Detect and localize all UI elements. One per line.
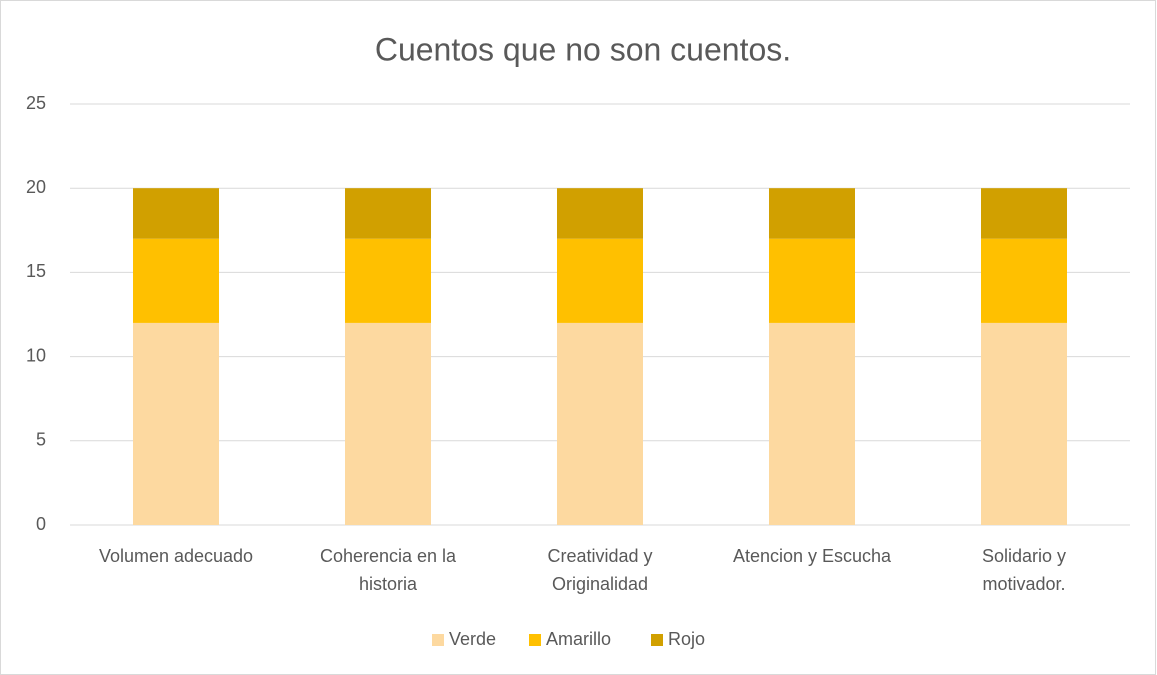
x-tick-label: Coherencia en la historia: [320, 546, 457, 594]
bar-segment: [557, 238, 643, 323]
bar-segment: [133, 188, 219, 239]
legend-label: Amarillo: [546, 629, 611, 649]
bar-segment: [769, 188, 855, 239]
legend-label: Verde: [449, 629, 496, 649]
bar-segment: [557, 188, 643, 239]
y-tick-label: 20: [26, 177, 46, 197]
bar-segment: [981, 188, 1067, 239]
bar-segment: [345, 322, 431, 525]
x-tick-label: Solidario y motivador.: [982, 546, 1066, 594]
legend-swatch: [432, 634, 444, 646]
y-tick-label: 15: [26, 261, 46, 281]
x-tick-label: Volumen adecuado: [99, 546, 253, 566]
y-tick-label: 10: [26, 345, 46, 365]
x-tick-label: Atencion y Escucha: [733, 546, 892, 566]
x-tick-label: Creatividad y Originalidad: [547, 546, 652, 594]
y-tick-label: 0: [36, 514, 46, 534]
y-tick-label: 25: [26, 93, 46, 113]
bar-segment: [981, 238, 1067, 323]
bar-segment: [345, 238, 431, 323]
bar-segment: [133, 238, 219, 323]
bar-segment: [557, 322, 643, 525]
y-tick-label: 5: [36, 430, 46, 450]
bar-segment: [133, 322, 219, 525]
legend-swatch: [529, 634, 541, 646]
legend-label: Rojo: [668, 629, 705, 649]
bar-segment: [769, 238, 855, 323]
bar-segment: [345, 188, 431, 239]
chart-title: Cuentos que no son cuentos.: [375, 31, 791, 67]
bar-segment: [981, 322, 1067, 525]
bar-segment: [769, 322, 855, 525]
legend-swatch: [651, 634, 663, 646]
